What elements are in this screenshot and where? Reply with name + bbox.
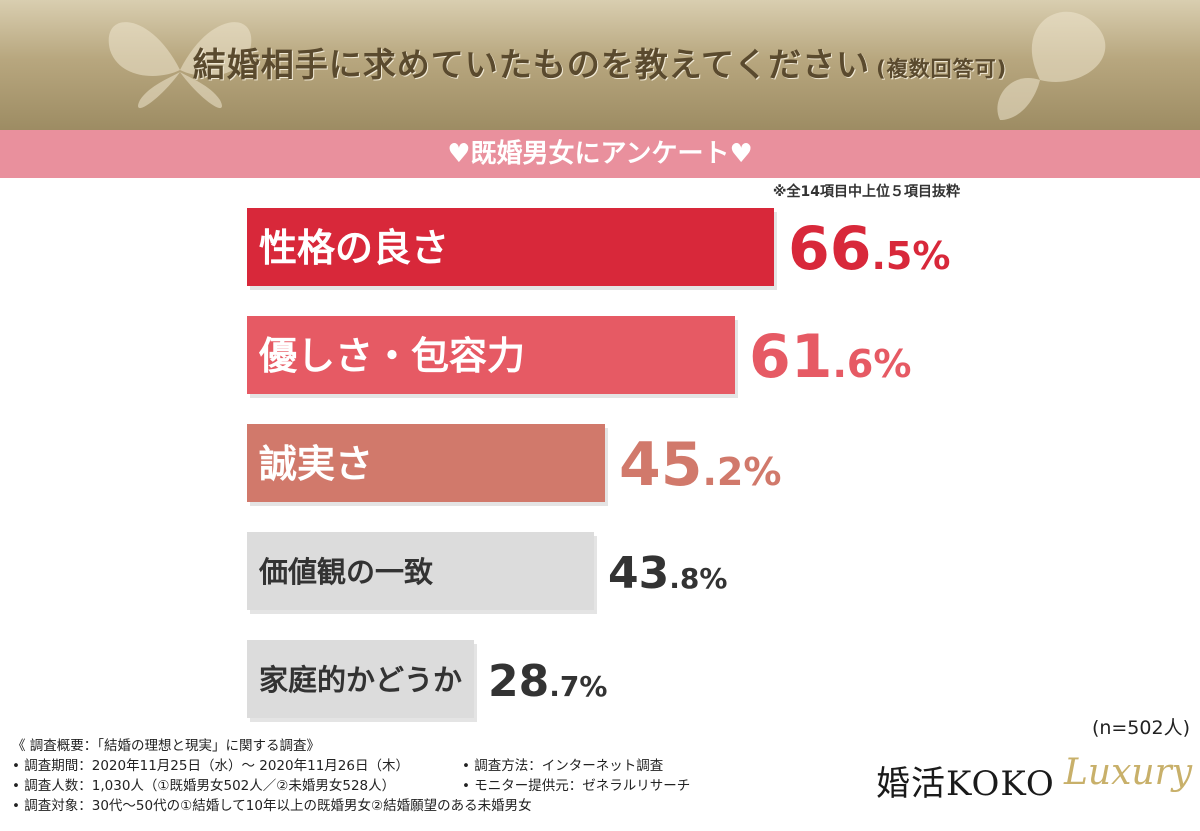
bar-chart: 性格の良さ 66.5% 優しさ・包容力 61.6% 誠実さ 45.2% 価値観の一致 43.8… <box>247 208 950 722</box>
value-label: 66.5% <box>788 214 950 284</box>
sample-size: (n=502人) <box>1091 717 1190 739</box>
title-subtitle: (複数回答可) <box>876 57 1008 81</box>
bar-3 <box>247 424 605 502</box>
logo-text: 婚活KOKO <box>876 764 1055 804</box>
footer-count: • 調査人数：1,030人（①既婚男女502人／②未婚男女528人） <box>12 778 396 794</box>
footer-target: • 調査対象：30代〜50代の①結婚して10年以上の既婚男女②結婚願望のある未婚… <box>12 798 532 814</box>
bar-label: 性格の良さ <box>259 226 449 270</box>
bar-5 <box>247 640 474 718</box>
bar-2 <box>247 316 735 394</box>
survey-footer: 《 調査概要：「結婚の理想と現実」に関する調査》 • 調査期間：2020年11月… <box>12 736 842 816</box>
footer-period: • 調査期間：2020年11月25日（水）〜 2020年11月26日（木） <box>12 758 409 774</box>
value-label: 45.2% <box>619 430 781 500</box>
survey-band: ♥既婚男女にアンケート♥ <box>0 130 1200 178</box>
butterfly-right-icon <box>997 11 1106 120</box>
brand-logo: 婚活KOKO Luxury <box>868 752 1192 812</box>
excerpt-note: ※全14項目中上位５項目抜粋 <box>772 184 960 200</box>
bar-label: 家庭的かどうか <box>259 663 462 697</box>
bar-label: 優しさ・包容力 <box>258 334 525 378</box>
header-banner: 結婚相手に求めていたものを教えてください (複数回答可) <box>0 0 1200 130</box>
title-text: 結婚相手に求めていたものを教えてください <box>192 45 871 84</box>
bar-4 <box>247 532 594 610</box>
page-title: 結婚相手に求めていたものを教えてください (複数回答可) <box>0 38 1200 86</box>
survey-label: ♥既婚男女にアンケート♥ <box>447 139 753 169</box>
logo-script: Luxury <box>1064 752 1193 793</box>
bar-1 <box>247 208 774 286</box>
footer-method: • 調査方法：インターネット調査 <box>462 758 664 774</box>
footer-provider: • モニター提供元：ゼネラルリサーチ <box>462 778 691 794</box>
bar-label: 誠実さ <box>259 442 373 486</box>
value-label: 28.7% <box>488 656 607 707</box>
butterfly-left-icon <box>108 22 252 109</box>
footer-overview: 《 調査概要：「結婚の理想と現実」に関する調査》 <box>12 738 321 754</box>
value-label: 43.8% <box>608 548 727 599</box>
bar-label: 価値観の一致 <box>258 555 434 589</box>
value-label: 61.6% <box>749 322 911 392</box>
